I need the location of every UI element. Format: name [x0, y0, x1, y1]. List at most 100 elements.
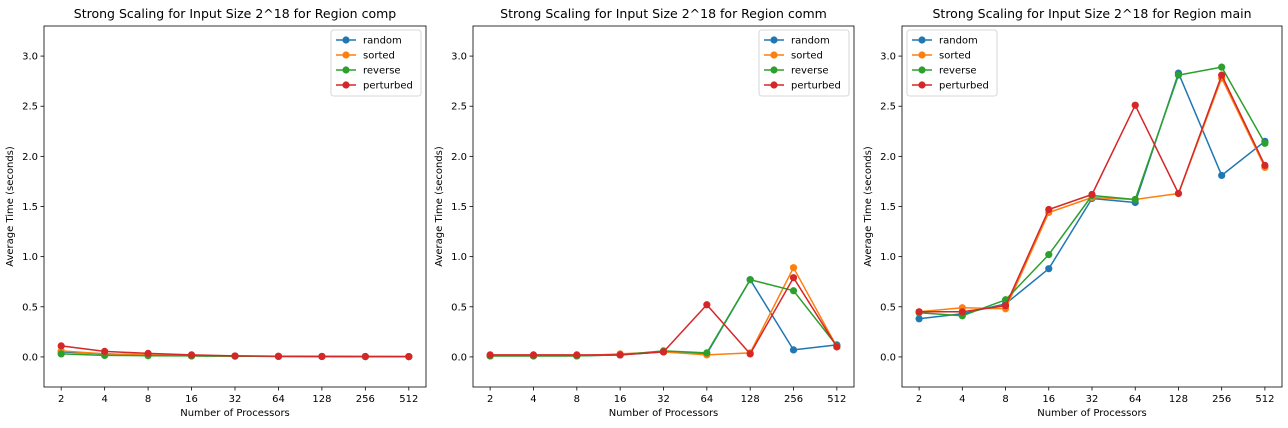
x-axis-label: Number of Processors [180, 408, 290, 419]
legend-box [330, 29, 422, 97]
data-point-perturbed [746, 350, 754, 358]
legend: random sorted reverse perturbed [330, 29, 422, 97]
data-point-perturbed [1131, 101, 1139, 109]
x-tick-label: 64 [1129, 394, 1142, 405]
legend-swatch-marker [342, 66, 350, 74]
legend: random sorted reverse perturbed [906, 29, 998, 97]
data-point-random [1218, 171, 1226, 180]
x-tick-label: 16 [1042, 394, 1055, 405]
y-tick-label: 0.0 [22, 352, 38, 363]
y-tick-label: 0.5 [22, 302, 38, 313]
legend-entry-sorted: sorted [791, 51, 823, 62]
x-tick-label: 64 [700, 394, 713, 405]
legend-entry-reverse: reverse [363, 66, 401, 77]
data-point-perturbed [144, 349, 152, 358]
data-point-perturbed [1045, 205, 1053, 214]
legend-entry-random: random [791, 36, 830, 47]
chart-panel-2: Strong Scaling for Input Size 2^18 for R… [434, 6, 855, 419]
x-tick-label: 16 [614, 394, 627, 405]
data-point-reverse [703, 349, 711, 357]
legend-swatch-marker [918, 81, 926, 89]
legend-box [906, 29, 998, 97]
x-tick-label: 128 [1169, 394, 1188, 405]
chart-title: Strong Scaling for Input Size 2^18 for R… [932, 6, 1251, 21]
y-tick-label: 0.5 [880, 302, 896, 313]
chart-panel-1: Strong Scaling for Input Size 2^18 for R… [5, 6, 427, 419]
legend-swatch-marker [918, 36, 926, 44]
legend-swatch-marker [770, 36, 778, 44]
data-point-perturbed [529, 351, 538, 359]
data-point-reverse [746, 276, 754, 284]
y-tick-label: 2.0 [880, 152, 896, 163]
legend: random sorted reverse perturbed [758, 29, 850, 97]
x-tick-label: 4 [101, 394, 107, 405]
x-tick-label: 2 [487, 394, 493, 405]
y-tick-label: 3.0 [880, 52, 896, 63]
data-point-perturbed [915, 308, 923, 316]
data-point-perturbed [486, 351, 494, 359]
y-tick-label: 1.0 [880, 252, 896, 263]
legend-entry-perturbed: perturbed [363, 81, 413, 92]
y-tick-label: 0.5 [451, 302, 467, 313]
data-point-perturbed [616, 351, 624, 359]
data-point-reverse [1174, 71, 1183, 79]
data-point-random [915, 315, 923, 323]
x-axis-label: Number of Processors [1037, 408, 1147, 419]
data-point-perturbed [789, 274, 798, 282]
data-point-perturbed [958, 308, 966, 316]
x-tick-label: 64 [272, 394, 285, 405]
data-point-perturbed [1174, 189, 1183, 198]
x-tick-label: 32 [229, 394, 242, 405]
y-axis-label: Average Time (seconds) [863, 146, 874, 267]
chart-title: Strong Scaling for Input Size 2^18 for R… [74, 6, 396, 21]
x-tick-label: 4 [959, 394, 965, 405]
x-tick-label: 512 [827, 394, 846, 405]
y-tick-label: 1.5 [451, 202, 467, 213]
legend-entry-sorted: sorted [363, 51, 395, 62]
y-tick-label: 0.0 [880, 352, 896, 363]
x-tick-label: 4 [530, 394, 536, 405]
legend-entry-perturbed: perturbed [939, 81, 989, 92]
legend-swatch-marker [770, 66, 778, 74]
chart-panel-3: Strong Scaling for Input Size 2^18 for R… [863, 6, 1283, 419]
data-point-perturbed [703, 301, 711, 309]
y-tick-label: 2.5 [880, 102, 896, 113]
y-tick-label: 1.0 [451, 252, 467, 263]
data-point-perturbed [101, 347, 109, 356]
data-point-perturbed [231, 352, 239, 360]
legend-swatch-marker [342, 51, 350, 59]
data-point-perturbed [1261, 161, 1269, 169]
data-point-perturbed [274, 352, 283, 360]
chart-title: Strong Scaling for Input Size 2^18 for R… [500, 6, 827, 21]
x-tick-label: 512 [399, 394, 418, 405]
y-tick-label: 2.5 [451, 102, 467, 113]
x-tick-label: 32 [1086, 394, 1099, 405]
data-point-perturbed [405, 353, 413, 361]
data-point-random [789, 346, 798, 354]
x-tick-label: 256 [784, 394, 803, 405]
y-tick-label: 3.0 [22, 52, 38, 63]
data-point-reverse [57, 350, 65, 358]
data-point-sorted [789, 264, 798, 272]
x-tick-label: 16 [185, 394, 198, 405]
y-tick-label: 1.5 [880, 202, 896, 213]
data-point-perturbed [187, 351, 196, 359]
x-tick-label: 2 [916, 394, 922, 405]
y-tick-label: 0.0 [451, 352, 467, 363]
legend-swatch-marker [918, 66, 926, 74]
data-point-perturbed [1088, 190, 1096, 199]
y-axis-label: Average Time (seconds) [5, 146, 16, 267]
legend-entry-random: random [363, 36, 402, 47]
legend-swatch-marker [342, 36, 350, 44]
legend-entry-sorted: sorted [939, 51, 971, 62]
data-point-reverse [1131, 195, 1139, 204]
y-tick-label: 1.0 [22, 252, 38, 263]
x-tick-label: 8 [574, 394, 580, 405]
y-tick-label: 1.5 [22, 202, 38, 213]
y-tick-label: 3.0 [451, 52, 467, 63]
legend-entry-random: random [939, 36, 978, 47]
legend-entry-perturbed: perturbed [791, 81, 841, 92]
legend-box [758, 29, 850, 97]
data-point-perturbed [361, 352, 369, 361]
